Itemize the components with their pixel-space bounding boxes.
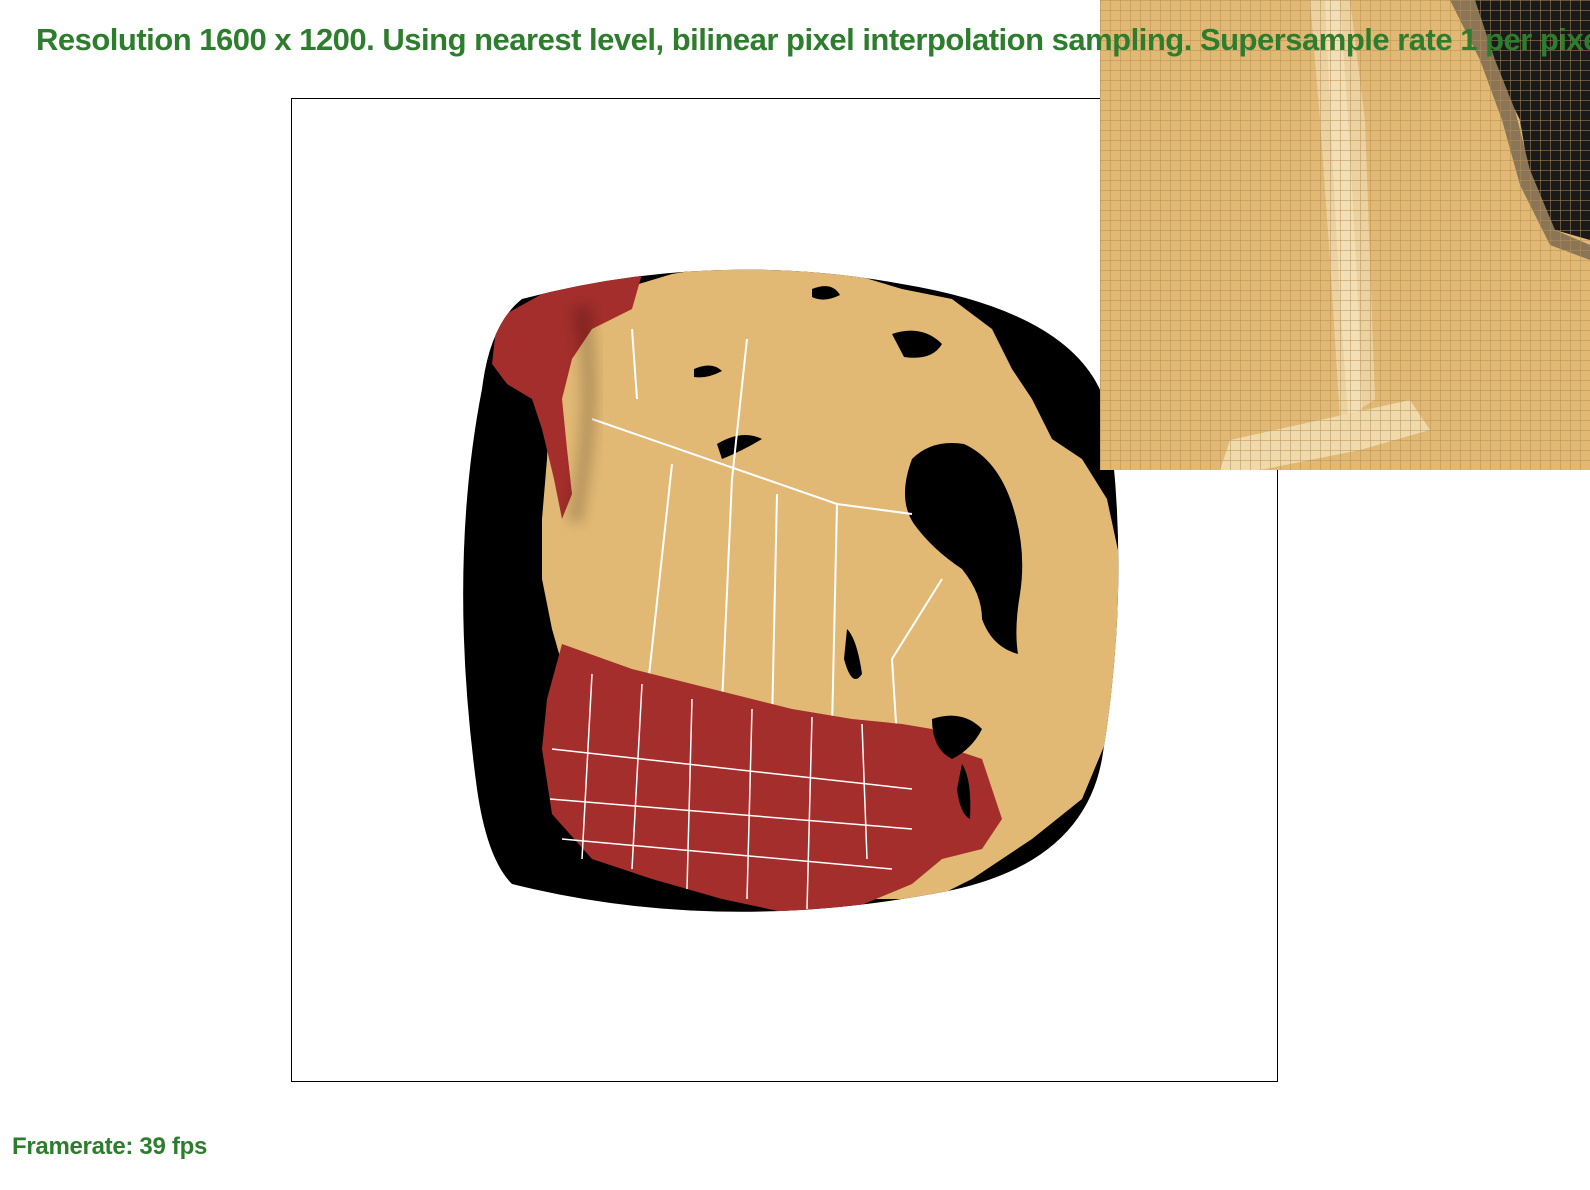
- province-borders: [591, 328, 943, 740]
- zoom-pixel-grid: [1100, 0, 1590, 470]
- textured-map-scene: [463, 269, 1119, 912]
- canada-region: [542, 269, 1119, 899]
- state-borders: [549, 673, 913, 910]
- arctic-gap: [892, 330, 942, 358]
- usa-region: [542, 644, 1002, 912]
- arctic-gap-2: [812, 286, 840, 300]
- alaska-region: [492, 274, 642, 519]
- zoom-magnifier: [1100, 0, 1590, 470]
- lake-winnipeg: [844, 629, 862, 679]
- shadow-fold: [567, 304, 597, 524]
- arctic-channel: [694, 365, 722, 378]
- framerate-label: Framerate: 39 fps: [12, 1133, 207, 1160]
- great-lakes: [932, 715, 982, 759]
- status-line: Resolution 1600 x 1200. Using nearest le…: [36, 22, 1590, 57]
- great-bear-lake: [717, 435, 762, 459]
- lake-michigan: [957, 764, 971, 819]
- hudson-bay: [904, 443, 1023, 654]
